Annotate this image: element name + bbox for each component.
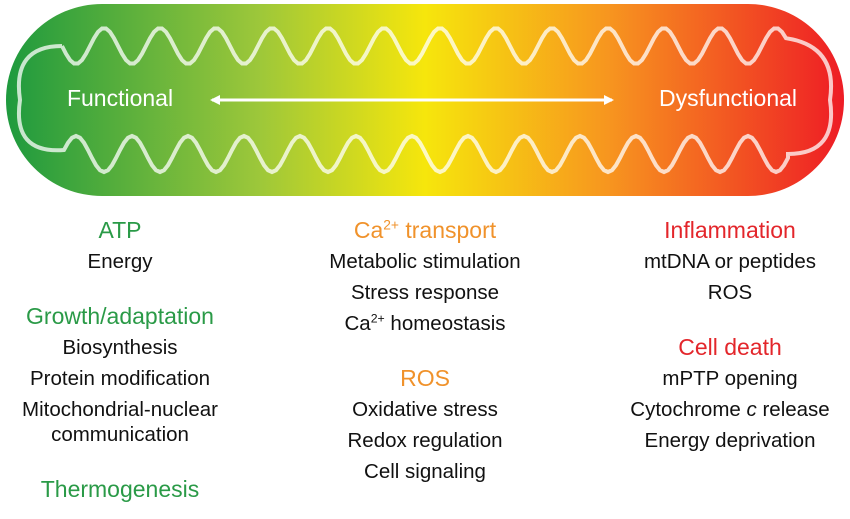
group: ATP Energy bbox=[0, 215, 240, 277]
text-part: Ca bbox=[344, 312, 371, 335]
group-item: Mitochondrial-nuclear communication bbox=[22, 398, 218, 446]
group: Inflammation mtDNA or peptides ROS bbox=[610, 215, 850, 308]
group-item: ROS bbox=[707, 281, 753, 304]
text-part: homeostasis bbox=[384, 312, 506, 335]
group-item: Cell signaling bbox=[364, 460, 486, 483]
group: Growth/adaptation Biosynthesis Protein mod… bbox=[0, 301, 240, 450]
group: Cell death mPTP opening Cytochrome c relea… bbox=[610, 332, 850, 456]
column: Ca2+ transport Metabolic stimulation Stres… bbox=[295, 215, 555, 487]
group-heading: ATP bbox=[98, 217, 142, 243]
group-item: mtDNA or peptides bbox=[643, 250, 817, 273]
group-item: Metabolic stimulation bbox=[329, 250, 521, 273]
column: ATP Energy Growth/adaptation Biosynthesis Pr… bbox=[0, 215, 240, 505]
text-part: Ca bbox=[353, 217, 384, 243]
text-part: Cytochrome bbox=[630, 398, 747, 421]
column: Inflammation mtDNA or peptides ROS Cell dea… bbox=[610, 215, 850, 456]
group-item: mPTP opening bbox=[662, 367, 798, 390]
left-label: Functional bbox=[67, 85, 173, 111]
mitochondrion-banner: Functional Dysfunctional bbox=[6, 4, 844, 196]
group-item: Energy deprivation bbox=[644, 429, 816, 452]
text-part: transport bbox=[398, 217, 497, 243]
styled-part: 2+ bbox=[383, 217, 399, 233]
group-heading: Growth/adaptation bbox=[26, 303, 214, 329]
styled-part: 2+ bbox=[370, 311, 385, 326]
group-item: Cytochrome c release bbox=[610, 394, 850, 425]
group-heading: Ca2+ transport bbox=[295, 215, 555, 246]
right-label: Dysfunctional bbox=[659, 85, 797, 111]
group-item: Stress response bbox=[350, 281, 500, 304]
group-item: Redox regulation bbox=[347, 429, 503, 452]
group-item: Oxidative stress bbox=[352, 398, 498, 421]
group-item: Protein modification bbox=[29, 367, 211, 390]
group-heading: Cell death bbox=[678, 334, 782, 360]
group-item: Energy bbox=[87, 250, 153, 273]
group-item: Ca2+ homeostasis bbox=[295, 308, 555, 339]
styled-part: c bbox=[746, 398, 757, 421]
cristae bbox=[16, 26, 834, 175]
group: Ca2+ transport Metabolic stimulation Stres… bbox=[295, 215, 555, 339]
group: Thermogenesis bbox=[0, 474, 240, 505]
group-heading: Thermogenesis bbox=[40, 476, 200, 502]
group-heading: ROS bbox=[400, 365, 450, 391]
text-part: release bbox=[756, 398, 830, 421]
group: ROS Oxidative stress Redox regulation Cell … bbox=[295, 363, 555, 487]
group-item: Biosynthesis bbox=[62, 336, 178, 359]
group-heading: Inflammation bbox=[664, 217, 796, 243]
